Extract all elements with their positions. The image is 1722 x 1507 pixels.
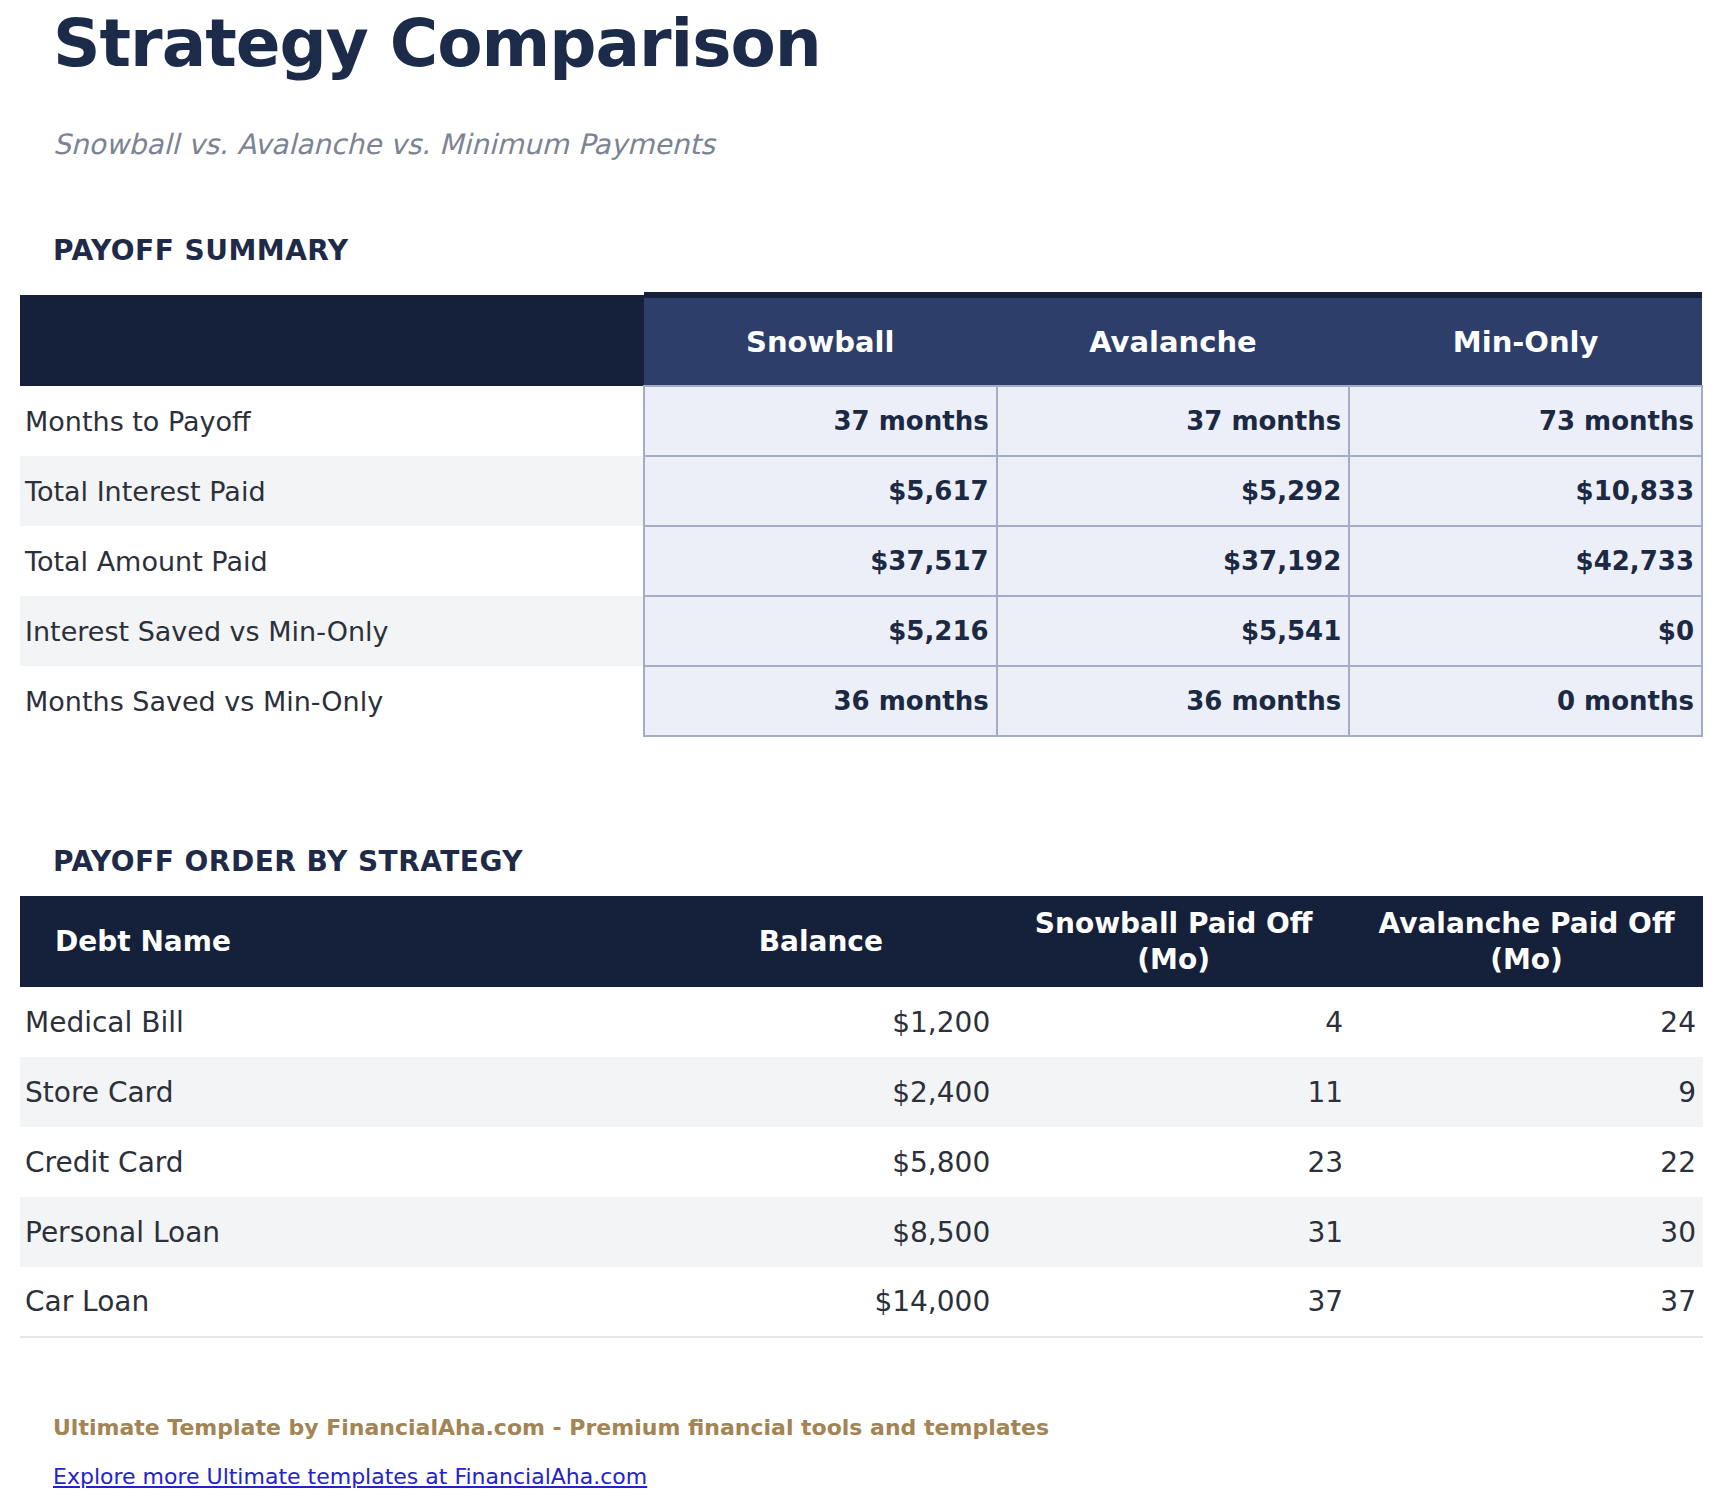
summary-row-label: Months Saved vs Min-Only (20, 666, 644, 736)
avalanche-paid-off-month: 24 (1350, 987, 1703, 1057)
summary-row-label: Months to Payoff (20, 386, 644, 456)
summary-value: $37,192 (997, 526, 1350, 596)
summary-col-snowball: Snowball (644, 295, 997, 386)
summary-value: 0 months (1349, 666, 1702, 736)
debt-balance: $2,400 (644, 1057, 997, 1127)
debt-name: Medical Bill (20, 987, 644, 1057)
order-col-avalanche-paid-off: Avalanche Paid Off (Mo) (1350, 896, 1703, 987)
summary-value: $37,517 (644, 526, 997, 596)
payoff-order-table: Debt Name Balance Snowball Paid Off (Mo)… (20, 896, 1703, 1338)
avalanche-paid-off-month: 22 (1350, 1127, 1703, 1197)
table-row: Total Interest Paid $5,617 $5,292 $10,83… (20, 456, 1702, 526)
snowball-paid-off-month: 4 (997, 987, 1350, 1057)
table-row: Credit Card $5,800 23 22 (20, 1127, 1703, 1197)
summary-col-min-only: Min-Only (1349, 295, 1702, 386)
explore-line: Explore more Ultimate templates at Finan… (53, 1463, 1703, 1490)
page-title: Strategy Comparison (53, 4, 1703, 84)
debt-name: Credit Card (20, 1127, 644, 1197)
debt-balance: $14,000 (644, 1267, 997, 1337)
summary-col-avalanche: Avalanche (997, 295, 1350, 386)
summary-value: $5,292 (997, 456, 1350, 526)
table-row: Months to Payoff 37 months 37 months 73 … (20, 386, 1702, 456)
snowball-paid-off-month: 37 (997, 1267, 1350, 1337)
debt-name: Car Loan (20, 1267, 644, 1337)
payoff-summary-heading: PAYOFF SUMMARY (53, 234, 1703, 268)
order-header-row: Debt Name Balance Snowball Paid Off (Mo)… (20, 896, 1703, 987)
table-row: Total Amount Paid $37,517 $37,192 $42,73… (20, 526, 1702, 596)
debt-balance: $1,200 (644, 987, 997, 1057)
debt-balance: $5,800 (644, 1127, 997, 1197)
financialaha-link[interactable]: Explore more Ultimate templates at Finan… (53, 1464, 647, 1489)
table-row: Store Card $2,400 11 9 (20, 1057, 1703, 1127)
table-row: Interest Saved vs Min-Only $5,216 $5,541… (20, 596, 1702, 666)
avalanche-paid-off-month: 30 (1350, 1197, 1703, 1267)
summary-value: $42,733 (1349, 526, 1702, 596)
debt-name: Store Card (20, 1057, 644, 1127)
summary-corner-cell (20, 295, 644, 386)
avalanche-paid-off-month: 37 (1350, 1267, 1703, 1337)
payoff-order-heading: PAYOFF ORDER BY STRATEGY (53, 845, 1703, 879)
debt-balance: $8,500 (644, 1197, 997, 1267)
page-subtitle: Snowball vs. Avalanche vs. Minimum Payme… (53, 128, 1703, 162)
summary-value: 73 months (1349, 386, 1702, 456)
summary-value: 36 months (997, 666, 1350, 736)
snowball-paid-off-month: 11 (997, 1057, 1350, 1127)
avalanche-paid-off-month: 9 (1350, 1057, 1703, 1127)
summary-value: $10,833 (1349, 456, 1702, 526)
summary-value: $5,617 (644, 456, 997, 526)
summary-value: 37 months (644, 386, 997, 456)
page: Strategy Comparison Snowball vs. Avalanc… (0, 4, 1722, 1507)
summary-header-row: Snowball Avalanche Min-Only (20, 295, 1702, 386)
table-row: Months Saved vs Min-Only 36 months 36 mo… (20, 666, 1702, 736)
debt-name: Personal Loan (20, 1197, 644, 1267)
table-row: Personal Loan $8,500 31 30 (20, 1197, 1703, 1267)
summary-value: $5,541 (997, 596, 1350, 666)
snowball-paid-off-month: 23 (997, 1127, 1350, 1197)
order-col-debt-name: Debt Name (20, 896, 644, 987)
summary-value: $0 (1349, 596, 1702, 666)
branding-text: Ultimate Template by FinancialAha.com - … (53, 1414, 1703, 1441)
table-row: Car Loan $14,000 37 37 (20, 1267, 1703, 1337)
order-col-balance: Balance (644, 896, 997, 987)
summary-value: $5,216 (644, 596, 997, 666)
order-col-snowball-paid-off: Snowball Paid Off (Mo) (997, 896, 1350, 987)
summary-row-label: Interest Saved vs Min-Only (20, 596, 644, 666)
summary-value: 37 months (997, 386, 1350, 456)
snowball-paid-off-month: 31 (997, 1197, 1350, 1267)
summary-row-label: Total Amount Paid (20, 526, 644, 596)
summary-row-label: Total Interest Paid (20, 456, 644, 526)
payoff-summary-table: Snowball Avalanche Min-Only Months to Pa… (20, 292, 1703, 737)
table-row: Medical Bill $1,200 4 24 (20, 987, 1703, 1057)
summary-value: 36 months (644, 666, 997, 736)
